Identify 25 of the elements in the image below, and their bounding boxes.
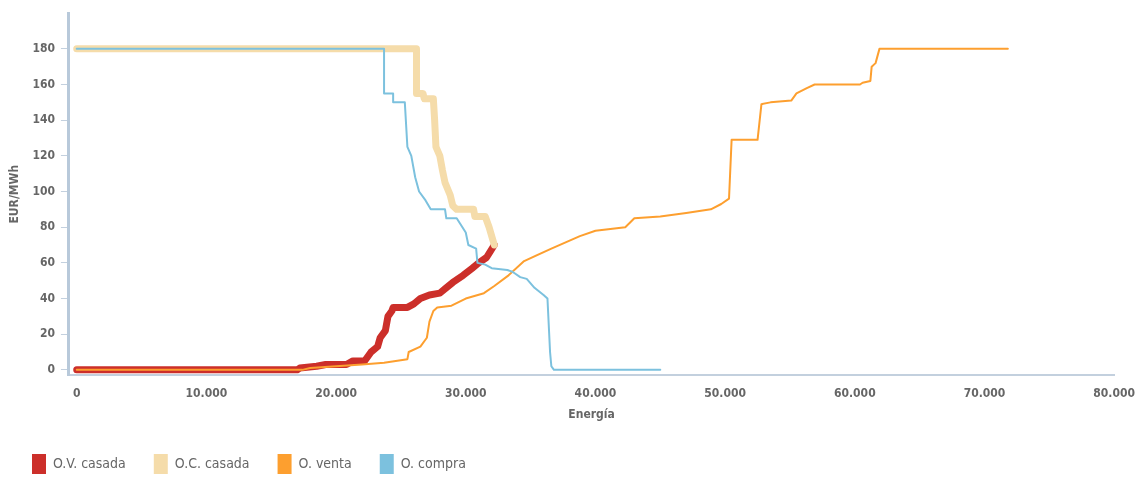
x-tick-label: 0 [72, 385, 81, 400]
legend-label: O. compra [400, 454, 466, 471]
y-tick-label: 140 [32, 112, 55, 127]
x-tick-label: 10.000 [185, 385, 228, 400]
y-tick-label: 180 [32, 40, 55, 55]
x-tick-label: 50.000 [704, 385, 746, 400]
y-tick-label: 160 [32, 76, 55, 91]
legend-label: O.V. casada [53, 454, 126, 471]
y-axis-title: EUR/MWh [7, 164, 22, 224]
y-tick-label: 100 [32, 183, 55, 198]
x-axis-title: Energía [568, 406, 615, 421]
y-tick-label: 60 [39, 254, 55, 269]
legend-label: O.C. casada [174, 454, 250, 471]
x-tick-label: 30.000 [444, 385, 487, 400]
y-tick-label: 0 [47, 361, 55, 376]
y-tick-label: 40 [39, 290, 55, 305]
x-tick-label: 20.000 [315, 385, 357, 400]
y-tick-label: 20 [39, 326, 55, 341]
y-tick-label: 80 [39, 219, 55, 234]
x-tick-label: 60.000 [833, 385, 876, 400]
x-tick-label: 70.000 [963, 385, 1006, 400]
y-tick-label: 120 [32, 147, 55, 162]
legend-label: O. venta [298, 454, 352, 471]
x-tick-label: 80.000 [1093, 385, 1136, 400]
x-tick-label: 40.000 [574, 385, 617, 400]
